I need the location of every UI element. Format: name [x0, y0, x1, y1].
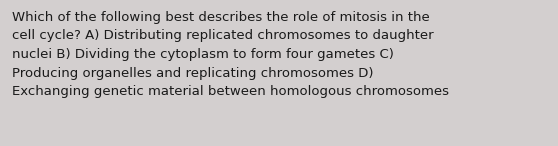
Text: Which of the following best describes the role of mitosis in the
cell cycle? A) : Which of the following best describes th… [12, 11, 449, 98]
